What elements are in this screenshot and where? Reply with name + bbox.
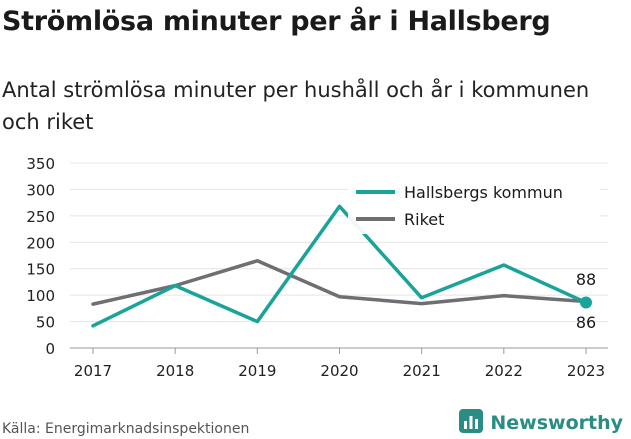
x-tick-label: 2020: [320, 362, 358, 380]
x-tick-label: 2019: [238, 362, 276, 380]
legend-box: [348, 176, 600, 234]
y-tick-label: 100: [26, 287, 55, 305]
source-note: Källa: Energimarknadsinspektionen: [2, 421, 250, 437]
x-tick-label: 2022: [485, 362, 523, 380]
x-tick-label: 2023: [567, 362, 605, 380]
chart-title: Strömlösa minuter per år i Hallsberg: [2, 6, 551, 37]
y-tick-label: 50: [36, 314, 55, 332]
y-tick-label: 0: [45, 340, 55, 358]
y-tick-label: 300: [26, 181, 55, 199]
end-label-kommun: 86: [576, 313, 596, 332]
series-line-kommun: [91, 204, 588, 328]
brand-name: Newsworthy: [490, 412, 623, 434]
x-tick-label: 2018: [156, 362, 194, 380]
x-tick-label: 2021: [403, 362, 441, 380]
brand-logo[interactable]: Newsworthy: [458, 408, 623, 438]
y-tick-label: 150: [26, 261, 55, 279]
end-point-marker: [580, 296, 592, 309]
y-tick-label: 250: [26, 208, 55, 226]
x-tick-label: 2017: [74, 362, 112, 380]
y-tick-label: 200: [26, 234, 55, 252]
legend-label: Riket: [404, 210, 444, 229]
end-label-riket: 88: [576, 270, 596, 289]
bar-chart-icon: [458, 408, 484, 438]
line-chart: 0 50 100 150 200 250 300 350 2017 2018 2019 2020 20…: [26, 155, 608, 380]
y-tick-label: 350: [26, 155, 55, 173]
chart-subtitle: Antal strömlösa minuter per hushåll och …: [2, 78, 590, 134]
legend-label: Hallsbergs kommun: [404, 183, 563, 202]
